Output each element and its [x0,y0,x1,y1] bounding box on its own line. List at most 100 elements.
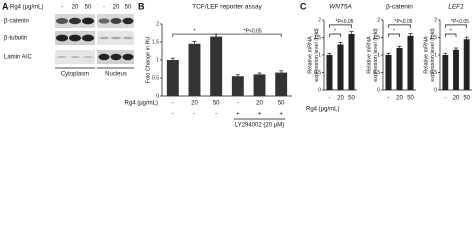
y-tick-label: 1.5 [314,35,321,41]
y-axis-label: Relative mRNA [307,36,313,74]
bar [253,74,266,96]
x-tick-label: - [172,101,174,107]
y-axis-label: expression level (fold) [373,28,379,82]
fraction-label: Cytoplasm [61,72,89,78]
y-tick-label: 0.5 [314,70,321,76]
y-tick-label: 2 [318,17,321,23]
significance-bracket [329,33,341,37]
row-label: β-tubulin [4,36,27,42]
x-tick-label: - [329,96,331,102]
fraction-label: Nucleus [105,72,127,78]
significance-label: *P<0.05 [395,19,413,25]
x-tick-label: + [258,112,262,118]
blot-panel: A Rg4 (μg/mL) - 20 50 - 20 50 β-catenin … [2,1,134,78]
x-tick-label: - [388,96,390,102]
bar [348,34,355,90]
chart-title: β-catenin [386,4,413,11]
significance-label: * [450,28,452,34]
x-tick-label: 20 [396,96,403,102]
y-axis-label: expression level (fold) [314,28,320,82]
lane-label: 20 [113,5,120,11]
y-tick-label: 0.5 [373,70,380,76]
panel-letter: B [138,1,145,11]
lane-label: 50 [85,5,92,11]
x-tick-label: + [279,112,283,118]
chart-title: LEF1 [448,4,464,11]
y-tick-label: 2 [156,21,159,27]
significance-bracket [329,24,352,28]
row-label: β-catenin [4,19,29,25]
chart-title: TCF/LEF reporter assay [192,4,262,11]
y-tick-label: 0.5 [430,70,437,76]
panel-letter: C [300,1,307,11]
bar [275,72,288,96]
x-tick-label: 20 [337,96,344,102]
significance-bracket [444,33,457,37]
bar [407,35,414,90]
lane-label: 50 [125,5,132,11]
significance-bracket [172,33,217,38]
y-tick-label: 0.5 [152,75,159,81]
significance-label: * [194,28,196,34]
lane-label: - [103,5,105,11]
x-tick-label: - [172,112,174,118]
bar [337,44,344,90]
y-tick-label: 1 [377,52,380,58]
bar [442,55,449,90]
bar [396,48,403,90]
significance-label: * [393,28,395,34]
bar [326,55,333,90]
bar [166,60,179,96]
significance-bracket [444,24,468,28]
figure: A Rg4 (μg/mL) - 20 50 - 20 50 β-catenin … [2,1,472,129]
x-tick-label: - [444,96,446,102]
bar [231,76,244,96]
x-tick-label: 50 [348,96,355,102]
significance-label: *P<0.05 [244,28,262,34]
y-tick-label: 1.5 [430,35,437,41]
bar [188,43,201,96]
lane-label: - [61,5,63,11]
y-axis-label: Relative mRNA [423,36,429,74]
bands [56,17,134,61]
y-tick-label: 2 [434,17,437,23]
x-tick-label: 20 [191,101,198,107]
y-tick-label: 1.5 [152,39,159,45]
y-tick-label: 1 [434,52,437,58]
significance-bracket [388,24,411,28]
x-tick-label: + [236,112,240,118]
x-tick-label: 50 [278,101,285,107]
significance-label: *P<0.05 [451,19,469,25]
significance-bracket [215,33,282,38]
y-axis-label: expression level (fold) [430,28,436,82]
x-tick-label: - [237,101,239,107]
chart-title: WNT5A [329,4,352,11]
y-axis-label: Fold Change in RU [145,37,151,84]
x-tick-label: - [194,112,196,118]
bar [453,49,459,90]
y-axis-label: Relative mRNA [366,36,372,74]
significance-label: * [334,28,336,34]
x-tick-label: 50 [213,101,220,107]
x-tick-label: 50 [407,96,414,102]
lane-label: 20 [72,5,79,11]
significance-bracket [388,33,400,37]
y-tick-label: 2 [377,17,380,23]
x-row-label: Rg4 (μg/mL) [306,107,339,113]
bar [385,55,392,90]
x-tick-label: 50 [463,96,470,102]
significance-label: *P<0.05 [336,19,354,25]
bar [210,36,223,96]
x-tick-label: - [215,112,217,118]
x-row-label: LY294002 (20 μM) [235,123,284,129]
y-tick-label: 1 [318,52,321,58]
treatment-label: Rg4 (μg/mL) [10,5,43,11]
row-label: Lamin A/C [4,55,32,61]
y-tick-label: 1.5 [373,35,380,41]
y-tick-label: 1 [156,57,159,63]
y-tick-label: 0 [318,87,321,93]
y-tick-label: 0 [156,93,159,99]
x-tick-label: 20 [256,101,263,107]
x-tick-label: 20 [453,96,460,102]
panel-letter: A [2,1,9,11]
